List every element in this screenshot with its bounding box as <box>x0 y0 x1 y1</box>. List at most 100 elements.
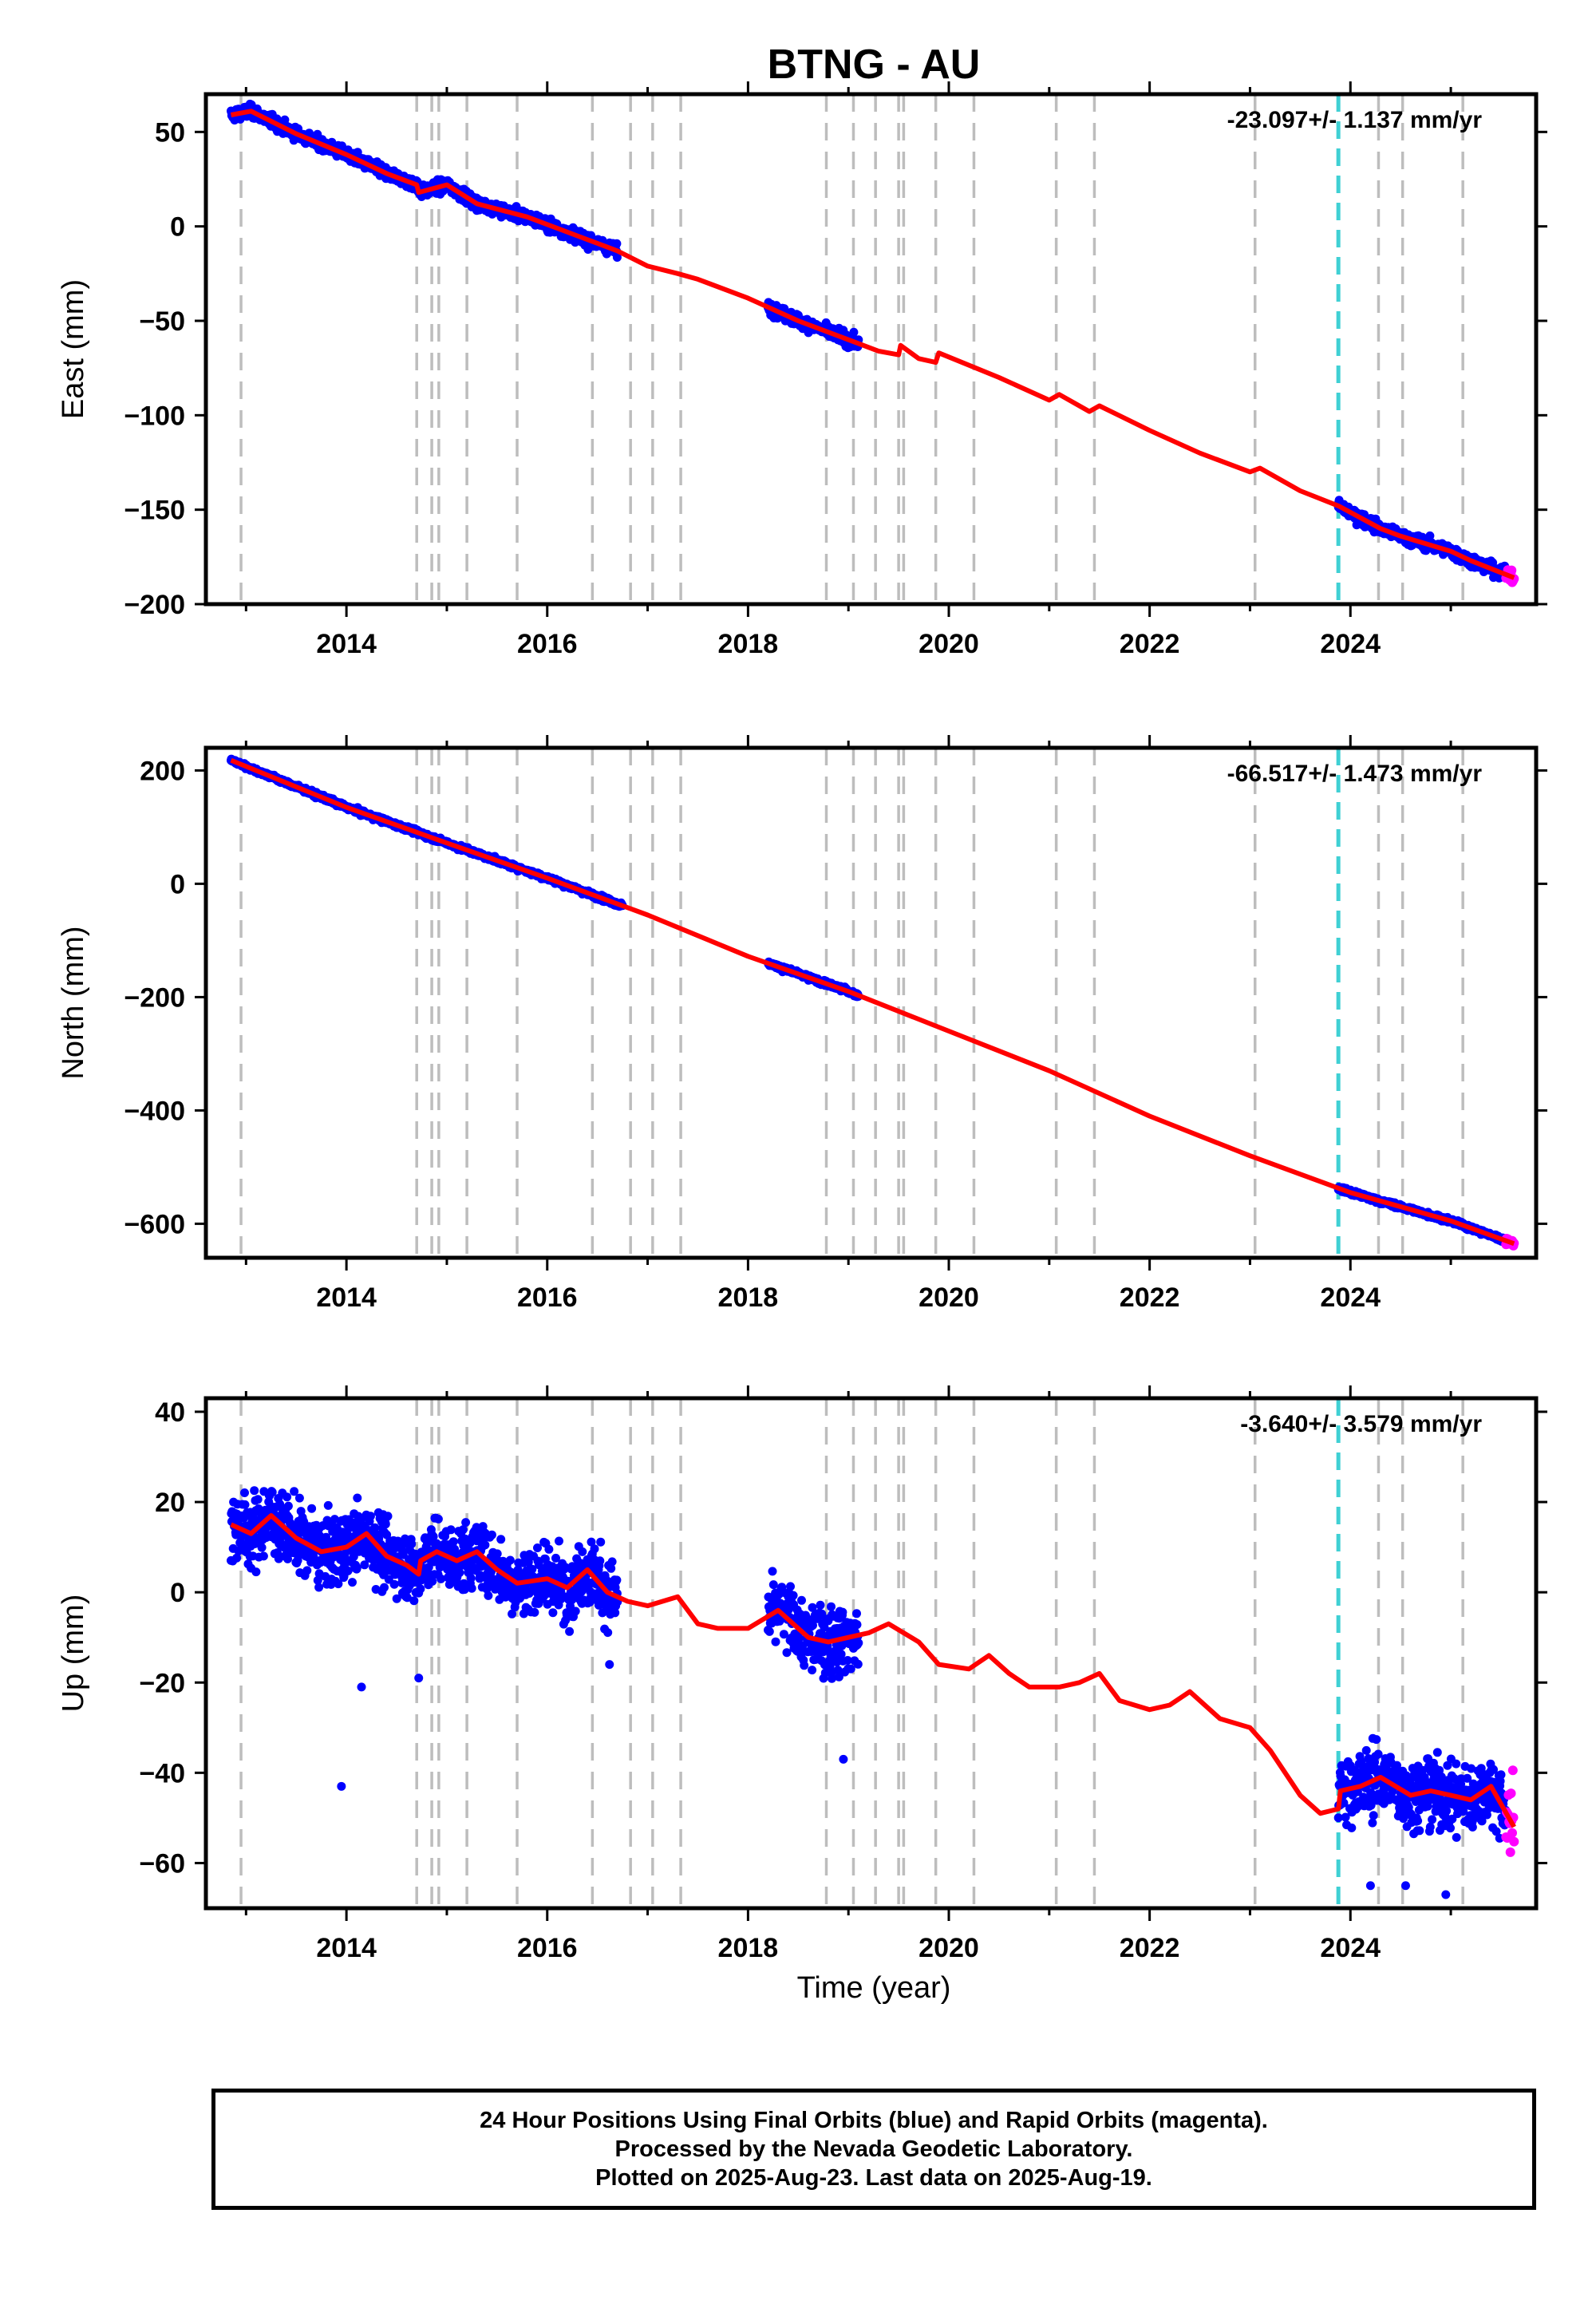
data-point <box>380 1583 389 1592</box>
x-tick-label: 2022 <box>1120 1282 1180 1313</box>
data-point <box>595 1556 605 1566</box>
data-point <box>348 1578 357 1587</box>
data-point <box>530 1607 539 1617</box>
plot-area <box>227 94 1519 604</box>
data-point <box>407 1539 417 1549</box>
data-point <box>466 1574 476 1583</box>
data-point <box>240 1488 249 1497</box>
data-point <box>782 1648 792 1658</box>
data-point <box>551 1553 560 1563</box>
data-point <box>849 327 859 337</box>
data-point <box>587 1537 596 1547</box>
x-tick-label: 2018 <box>718 629 779 659</box>
data-point <box>365 1512 375 1521</box>
data-point <box>496 1535 506 1544</box>
y-axis-label: East (mm) <box>57 279 90 419</box>
data-point <box>764 1626 774 1636</box>
y-tick-label: 200 <box>140 756 185 786</box>
data-point <box>544 1544 554 1554</box>
data-point <box>402 1593 412 1603</box>
plot-frame <box>203 92 1539 607</box>
data-point <box>771 1637 780 1646</box>
data-point <box>437 1574 446 1583</box>
data-point <box>290 1487 299 1496</box>
data-point <box>282 1492 292 1502</box>
data-point <box>505 1555 515 1565</box>
data-point <box>232 1553 242 1563</box>
x-tick-label: 2022 <box>1120 629 1180 659</box>
data-point <box>409 1596 419 1606</box>
x-tick-label: 2018 <box>718 1282 779 1313</box>
data-point <box>283 1554 292 1563</box>
data-point <box>779 1630 788 1639</box>
data-point <box>323 1500 333 1510</box>
data-point <box>590 1544 599 1554</box>
rapid-point <box>1507 565 1517 575</box>
data-point <box>484 1591 493 1600</box>
x-tick-label: 2024 <box>1320 1282 1381 1313</box>
y-tick-label: −100 <box>124 401 185 431</box>
data-point <box>259 1551 268 1561</box>
data-point <box>313 1575 322 1585</box>
figure-title: BTNG - AU <box>768 41 981 88</box>
data-point <box>612 239 622 248</box>
data-point <box>257 1543 267 1552</box>
x-tick-label: 2014 <box>316 1282 377 1313</box>
data-point <box>267 1488 277 1497</box>
data-point <box>768 1580 778 1590</box>
model-line <box>230 109 1515 580</box>
data-point <box>370 1523 380 1532</box>
data-point <box>768 1567 777 1576</box>
x-tick-label: 2024 <box>1320 629 1381 659</box>
y-tick-label: −50 <box>139 306 185 337</box>
rate-label: -23.097+/- 1.137 mm/yr <box>1227 107 1483 133</box>
data-point <box>460 1585 469 1595</box>
rate-label: -66.517+/- 1.473 mm/yr <box>1227 761 1483 787</box>
y-axis-label: North (mm) <box>57 926 90 1079</box>
data-point <box>314 1583 324 1592</box>
x-tick-label: 2016 <box>517 1282 578 1313</box>
data-point <box>523 1557 533 1567</box>
data-point <box>450 1544 460 1554</box>
data-point <box>487 1530 496 1539</box>
data-point <box>446 1525 456 1535</box>
data-point <box>352 1563 361 1573</box>
data-point <box>786 1582 795 1591</box>
data-point <box>360 1560 369 1570</box>
data-point <box>307 1504 317 1513</box>
data-point <box>389 1579 399 1589</box>
y-tick-label: 0 <box>170 869 185 899</box>
data-point <box>383 1512 393 1521</box>
data-point <box>533 1543 542 1552</box>
data-point <box>302 1566 312 1575</box>
data-point <box>548 1608 558 1618</box>
data-point <box>428 1576 437 1586</box>
north-panel: 2014 2016 2018 2020 2022 2024−600−400−2000200… <box>57 735 1547 1313</box>
data-point <box>467 1583 476 1593</box>
data-point <box>596 1537 606 1547</box>
y-tick-label: −200 <box>124 982 185 1013</box>
data-point <box>607 1557 617 1567</box>
plot-area <box>227 1398 1519 1908</box>
data-point <box>283 1501 293 1511</box>
x-tick-label: 2020 <box>918 629 979 659</box>
data-point <box>788 1591 798 1600</box>
data-point <box>240 1500 250 1509</box>
data-point <box>461 1518 471 1528</box>
data-point <box>458 1525 468 1535</box>
y-tick-label: −200 <box>124 590 185 620</box>
data-point <box>251 1567 261 1577</box>
data-point <box>492 1549 502 1559</box>
data-point <box>294 1493 304 1503</box>
x-tick-label: 2016 <box>517 629 578 659</box>
data-point <box>253 1495 263 1504</box>
data-point <box>448 1537 458 1547</box>
data-point <box>250 1486 259 1496</box>
data-point <box>433 1514 443 1524</box>
data-point <box>612 1575 622 1585</box>
y-tick-label: 50 <box>155 117 185 148</box>
data-point <box>1425 531 1435 540</box>
data-point <box>565 1626 575 1636</box>
data-point <box>606 1563 616 1573</box>
